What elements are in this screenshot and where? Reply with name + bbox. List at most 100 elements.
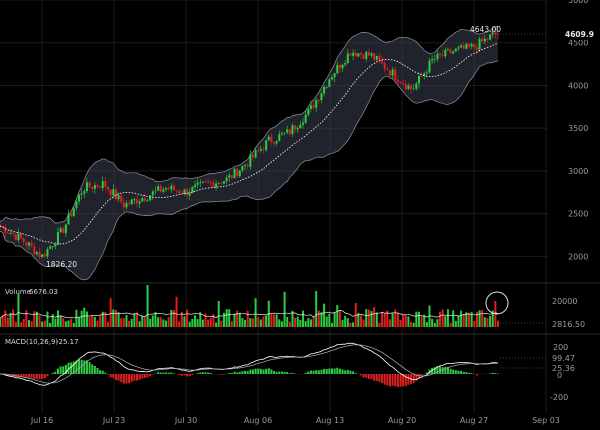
macd-histogram-bar — [304, 372, 307, 374]
macd-histogram-bar — [381, 374, 384, 384]
macd-histogram-bar — [122, 374, 125, 384]
macd-histogram-bar — [201, 372, 204, 374]
candle-body — [315, 99, 318, 108]
volume-bar — [22, 319, 25, 327]
volume-bar — [99, 315, 102, 327]
macd-histogram-bar — [117, 374, 120, 381]
volume-bar — [209, 317, 212, 327]
macd-histogram-bar — [383, 374, 386, 385]
volume-bar — [270, 314, 273, 327]
candle-body — [494, 32, 497, 35]
macd-histogram-bar — [399, 374, 402, 387]
macd-histogram-bar — [25, 374, 28, 379]
candle-body — [425, 72, 428, 74]
volume-bar — [320, 312, 323, 327]
candle-body — [59, 228, 62, 232]
macd-tick-200: 200 — [553, 343, 568, 352]
candle-body — [193, 184, 196, 187]
candle-body — [378, 55, 381, 61]
volume-bar — [436, 319, 439, 327]
volume-bar — [486, 317, 489, 327]
volume-bar — [75, 309, 78, 327]
macd-histogram-bar — [80, 359, 83, 374]
macd-histogram-bar — [489, 373, 492, 374]
candle-body — [141, 198, 144, 202]
candle-body — [333, 73, 336, 78]
volume-bar — [154, 312, 157, 327]
volume-bar — [439, 311, 442, 327]
volume-bar — [141, 315, 144, 327]
volume-bar — [56, 310, 59, 327]
macd-histogram-bar — [312, 370, 315, 374]
macd-histogram-bar — [101, 370, 104, 374]
candle-body — [228, 175, 231, 178]
candle-body — [423, 73, 426, 76]
candle-body — [138, 201, 141, 204]
volume-bar — [481, 309, 484, 327]
candle-body — [112, 189, 115, 196]
macd-histogram-bar — [333, 368, 336, 374]
volume-bar — [130, 318, 133, 327]
volume-bar — [333, 312, 336, 327]
macd-histogram-bar — [114, 374, 117, 381]
candle-body — [441, 55, 444, 57]
macd-histogram-bar — [78, 359, 81, 374]
volume-bar — [20, 322, 23, 327]
volume-bar — [420, 316, 423, 327]
macd-histogram-bar — [104, 372, 107, 374]
volume-bar — [38, 315, 41, 327]
volume-bar — [465, 312, 468, 327]
macd-histogram-bar — [494, 373, 497, 374]
candle-body — [433, 59, 436, 60]
macd-histogram-bar — [323, 368, 326, 374]
price-tick-3500: 3500 — [568, 124, 588, 133]
volume-bar — [294, 317, 297, 327]
macd-histogram-bar — [228, 372, 231, 374]
candle-body — [299, 124, 302, 128]
candle-body — [80, 193, 83, 195]
candle-body — [304, 114, 307, 123]
macd-value-label-2: 25.36 — [552, 364, 575, 373]
price-axis: 2000 2500 3000 3500 4000 4500 5000 — [568, 0, 588, 261]
volume-bar — [117, 312, 120, 327]
macd-histogram-bar — [425, 372, 428, 374]
candle-body — [9, 233, 12, 234]
volume-bar — [383, 313, 386, 327]
volume-bar — [27, 320, 30, 327]
candle-body — [307, 108, 310, 115]
time-tick-4: Aug 13 — [316, 416, 344, 425]
volume-bar — [186, 309, 189, 327]
macd-histogram-bar — [165, 372, 167, 374]
price-tick-2500: 2500 — [568, 210, 588, 219]
macd-histogram-bar — [444, 367, 447, 374]
candle-body — [78, 194, 81, 202]
volume-moving-average — [0, 310, 499, 319]
macd-histogram-bar — [59, 366, 62, 374]
volume-bar — [162, 319, 165, 327]
candle-body — [410, 85, 413, 90]
candle-body — [67, 213, 70, 225]
volume-bar — [25, 310, 28, 327]
volume-bar — [112, 309, 115, 327]
last-price-box — [548, 28, 600, 40]
macd-histogram-bar — [420, 374, 423, 376]
price-tick-4000: 4000 — [568, 81, 588, 90]
macd-histogram-bar — [72, 361, 75, 374]
macd-histogram-bar — [436, 366, 439, 374]
volume-bar — [201, 319, 204, 327]
candle-body — [436, 53, 439, 60]
volume-bar — [0, 318, 1, 327]
candle-body — [278, 134, 281, 142]
volume-bar — [59, 315, 62, 327]
macd-label: MACD(10,26,9) — [5, 338, 58, 346]
time-tick-3: Aug 06 — [244, 416, 272, 425]
macd-histogram-bar — [336, 367, 339, 374]
macd-histogram-bar — [280, 371, 283, 374]
volume-bar — [96, 320, 99, 327]
volume-bar — [278, 319, 281, 327]
volume-bar — [375, 312, 378, 327]
candle-body — [391, 69, 394, 76]
macd-histogram-bar — [475, 374, 478, 376]
macd-histogram-bar — [491, 372, 494, 374]
volume-bar — [489, 315, 492, 327]
